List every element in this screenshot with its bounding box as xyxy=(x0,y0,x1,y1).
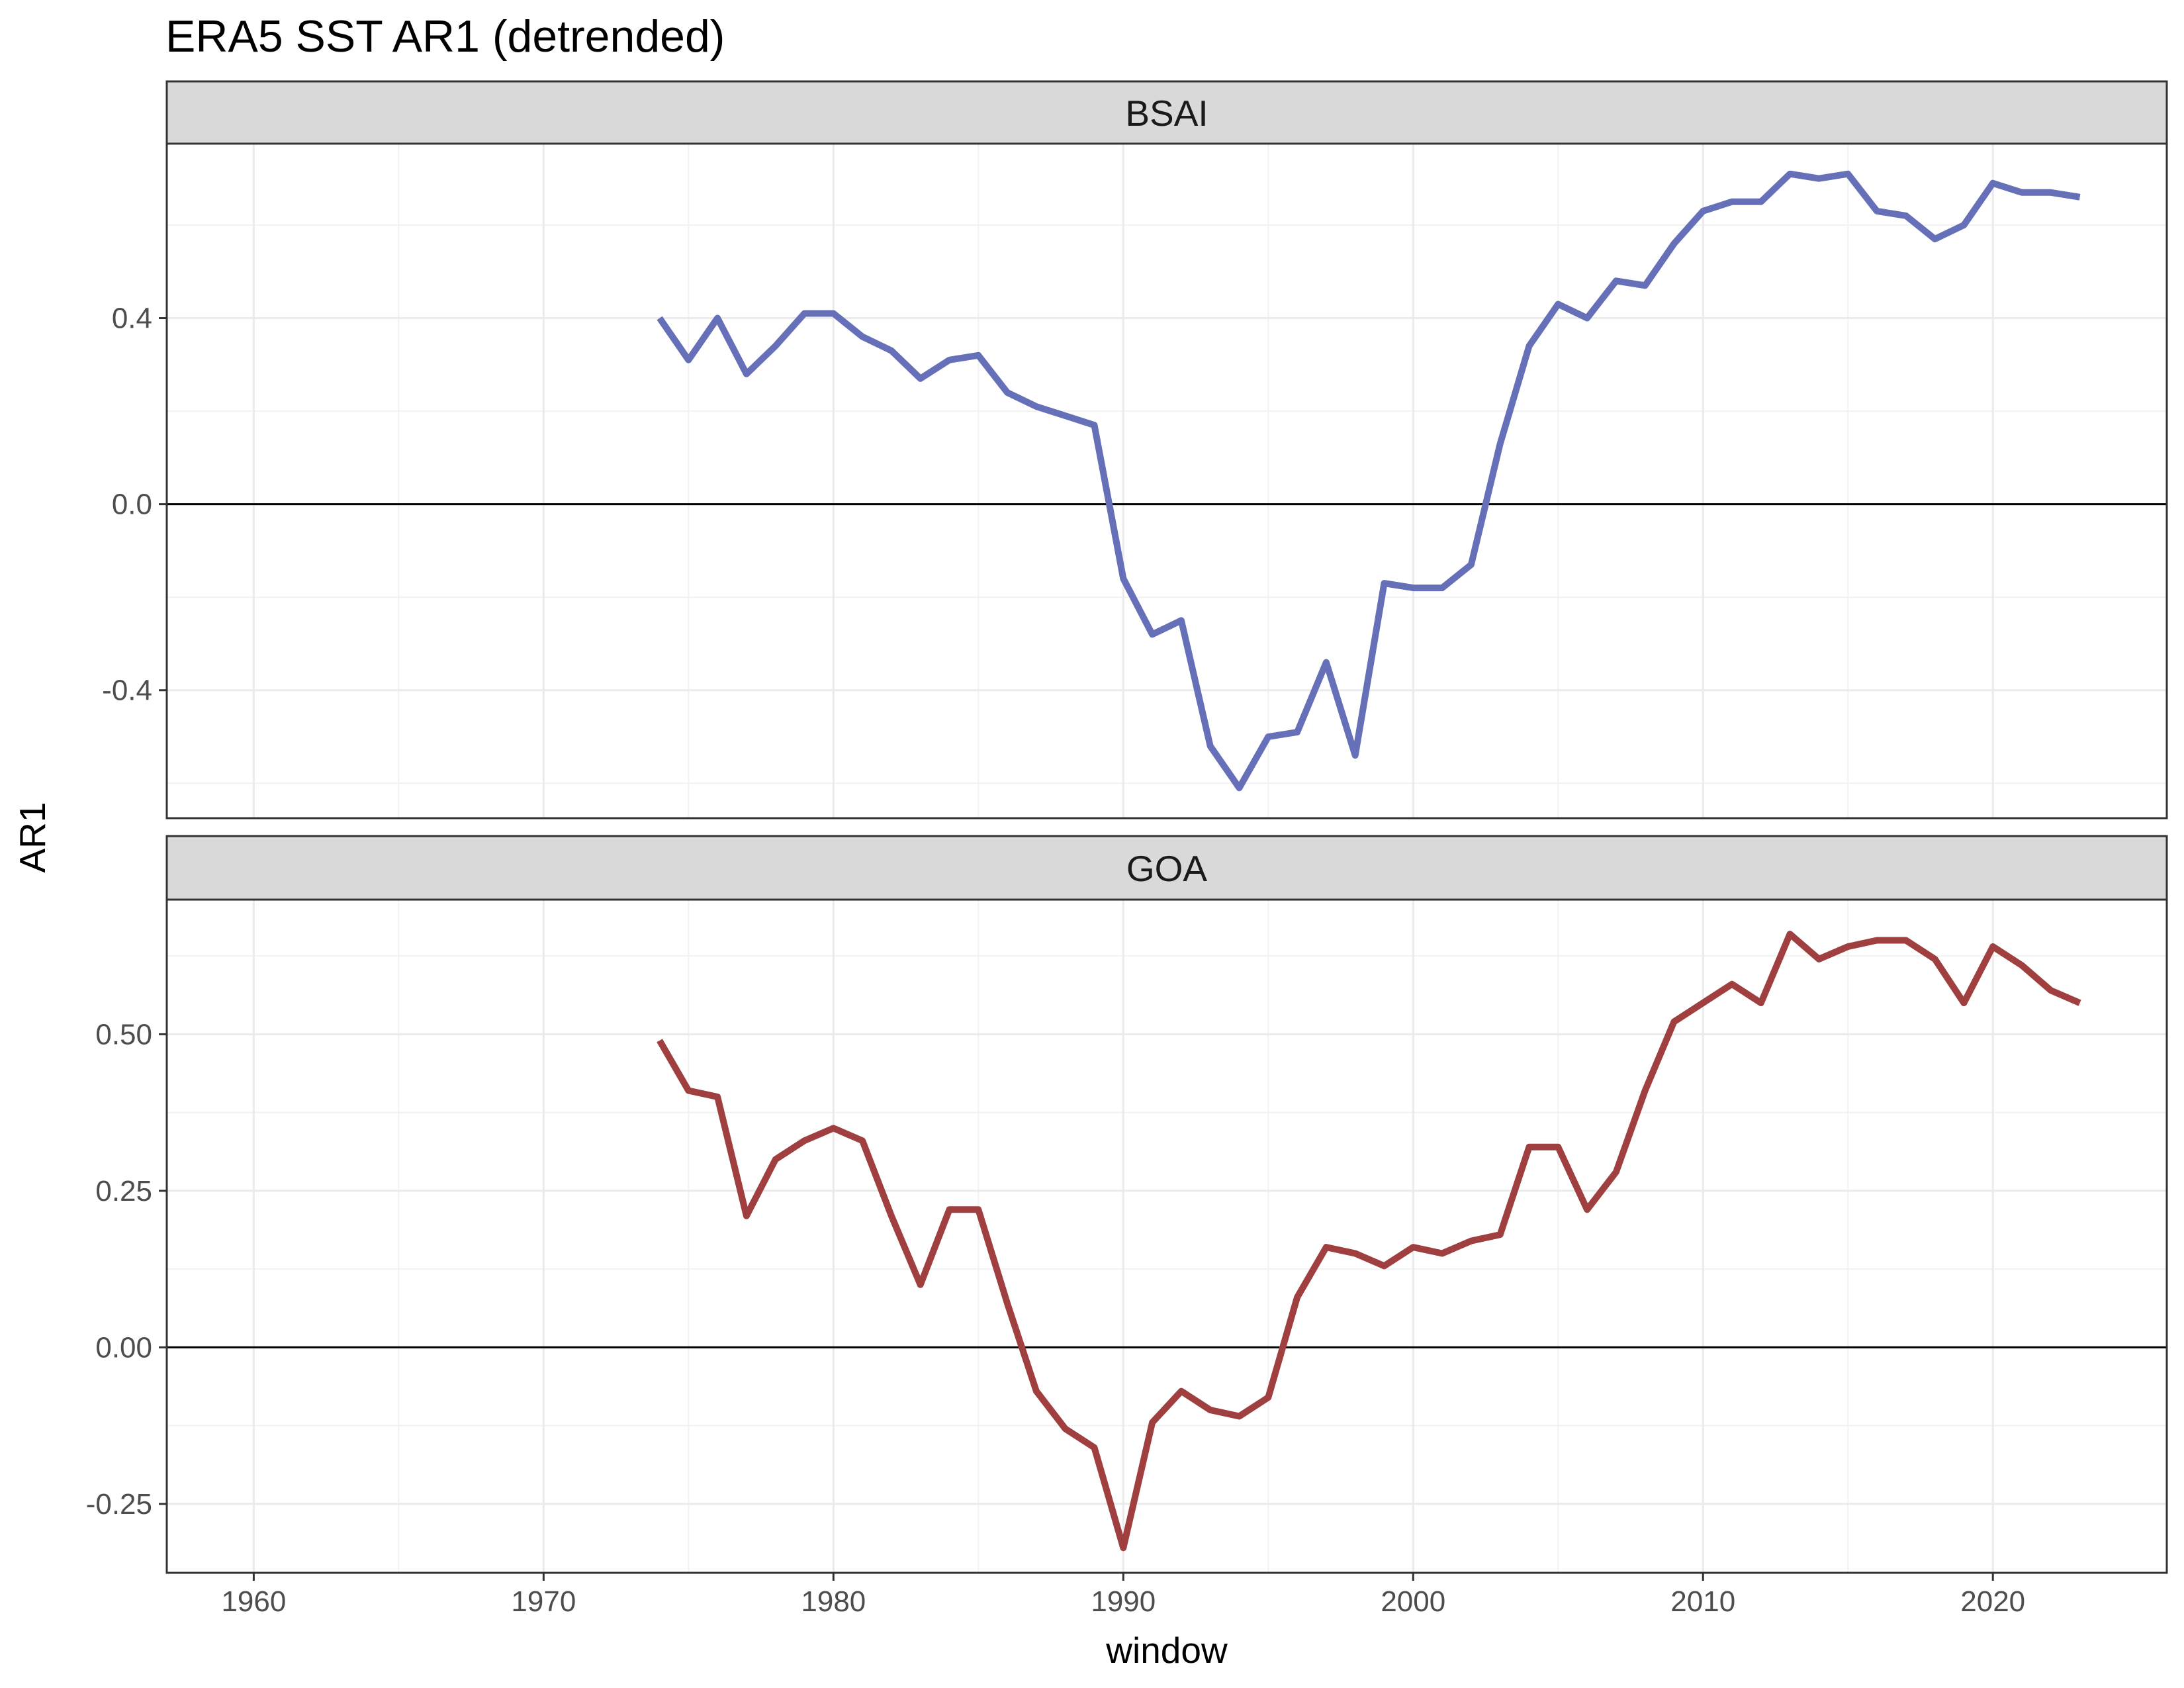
chart-title: ERA5 SST AR1 (detrended) xyxy=(165,11,725,62)
facet-strip-label: BSAI xyxy=(1125,93,1208,134)
x-tick-label: 2000 xyxy=(1381,1585,1445,1618)
panel-background xyxy=(167,144,2167,818)
y-tick-label: 0.4 xyxy=(112,303,152,335)
panel-background xyxy=(167,900,2167,1573)
facet-panel-bsai: -0.4 0.0 0.4 BSAI xyxy=(102,80,2168,820)
y-tick-label: 0.00 xyxy=(95,1331,152,1364)
facet-strip xyxy=(165,835,2168,901)
facet-strip-label: GOA xyxy=(1126,848,1208,889)
y-tick-label: -0.4 xyxy=(102,675,152,707)
y-tick-label: 0.50 xyxy=(95,1018,152,1051)
y-tick-label: 0.25 xyxy=(95,1175,152,1207)
facet-panels: -0.4 0.0 0.4 BSAI -0.25 0.00 0.25 0.50 GOA xyxy=(86,80,2168,1574)
x-tick-label: 1970 xyxy=(511,1585,576,1618)
y-axis-title: AR1 xyxy=(12,802,53,873)
x-tick-label: 1990 xyxy=(1091,1585,1156,1618)
x-tick-label: 2020 xyxy=(1960,1585,2025,1618)
x-axis: 1960 1970 1980 1990 2000 2010 2020 xyxy=(221,1573,2025,1618)
x-tick-label: 1980 xyxy=(801,1585,866,1618)
facet-strip xyxy=(165,80,2168,145)
y-tick-label: 0.0 xyxy=(112,489,152,521)
facet-panel-goa: -0.25 0.00 0.25 0.50 GOA xyxy=(86,835,2168,1574)
y-tick-label: -0.25 xyxy=(86,1488,152,1521)
series-line-goa xyxy=(657,931,2081,1552)
x-tick-label: 2010 xyxy=(1670,1585,1735,1618)
x-axis-title: window xyxy=(1105,1630,1228,1671)
series-line-bsai xyxy=(657,170,2081,792)
x-tick-label: 1960 xyxy=(221,1585,286,1618)
